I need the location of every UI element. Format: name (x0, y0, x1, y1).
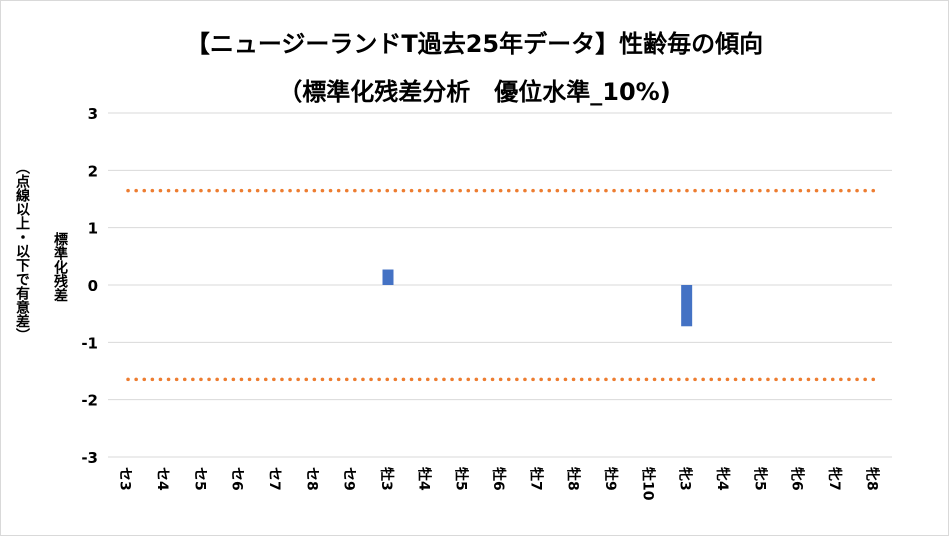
y-tick-label: 3 (88, 105, 98, 123)
x-tick-label: 牝5 (751, 467, 768, 491)
x-tick-label: セ5 (191, 467, 207, 491)
x-tick-label: セ7 (266, 467, 282, 491)
x-tick-label: セ6 (229, 467, 245, 491)
x-tick-label: セ9 (341, 467, 357, 491)
x-tick-label: 牡8 (565, 467, 582, 491)
y-axis-label-note: （点線以上・以下で有意差） (14, 160, 31, 342)
y-tick-label: 0 (88, 277, 98, 295)
x-tick-label: 牡6 (490, 467, 507, 491)
y-axis-label: 標準化残差 (52, 231, 68, 302)
x-tick-label: 牝6 (789, 467, 806, 491)
x-tick-label: 牡4 (415, 467, 432, 491)
y-tick-label: -3 (81, 449, 98, 467)
y-tick-label: 2 (88, 162, 98, 180)
y-tick-label: -2 (81, 392, 98, 410)
bar (681, 285, 693, 327)
bar (382, 269, 394, 285)
chart-subtitle: （標準化残差分析 優位水準_10%) (278, 78, 671, 106)
x-tick-label: セ4 (154, 467, 170, 491)
x-tick-label: 牡10 (639, 467, 656, 501)
x-tick-label: 牡7 (527, 467, 544, 491)
x-tick-label: セ3 (117, 467, 133, 491)
x-tick-label: 牝8 (863, 467, 880, 491)
y-tick-label: -1 (81, 334, 98, 352)
chart-title: 【ニュージーランドT過去25年データ】性齢毎の傾向 (185, 30, 764, 58)
x-tick-label: 牡3 (378, 467, 395, 491)
x-tick-label: 牡5 (453, 467, 470, 491)
x-tick-label: セ8 (303, 467, 319, 491)
x-tick-label: 牝3 (677, 467, 694, 491)
x-tick-label: 牝7 (826, 467, 843, 491)
x-tick-label: 牡9 (602, 467, 619, 491)
x-tick-label: 牝4 (714, 467, 731, 491)
y-tick-label: 1 (88, 220, 98, 238)
